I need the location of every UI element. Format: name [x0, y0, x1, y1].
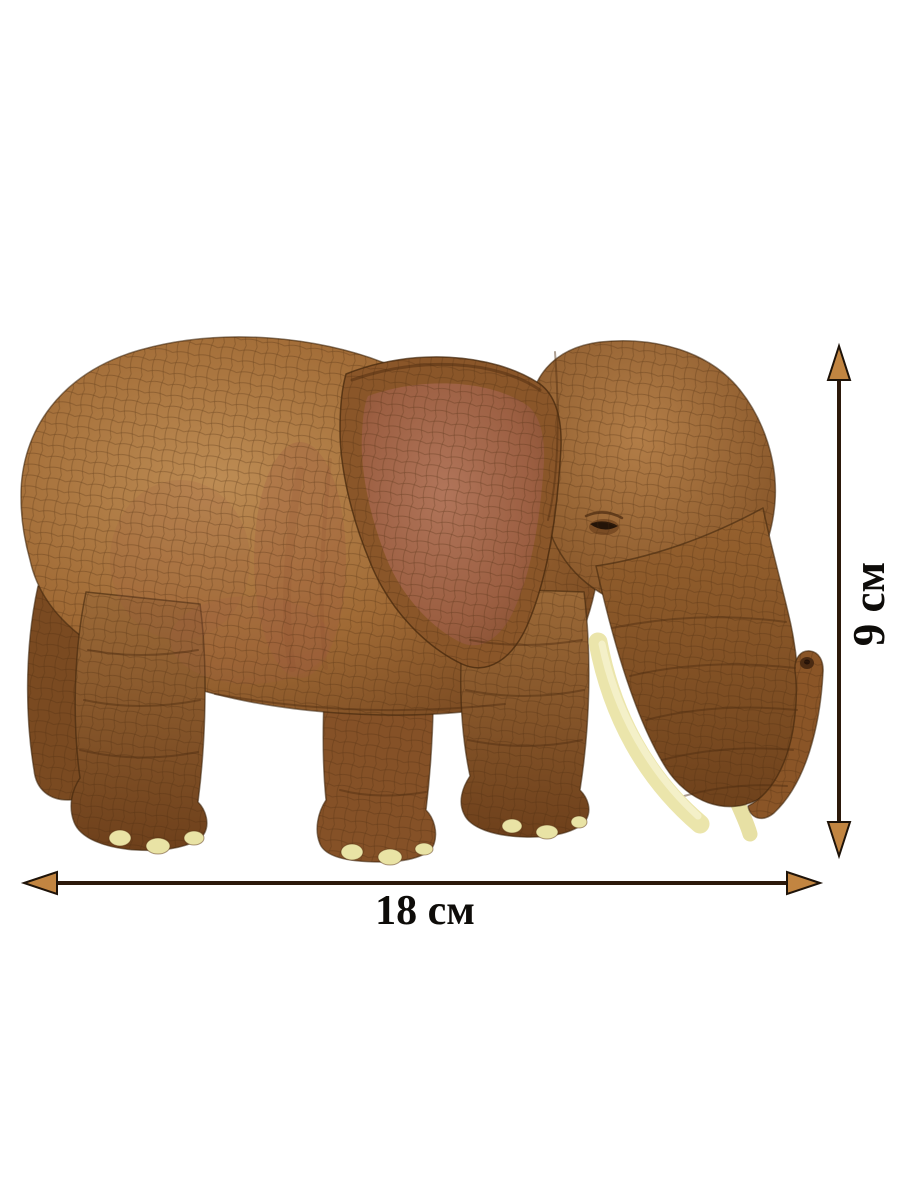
- elephant-toenails: [108, 815, 588, 866]
- width-dimension-arrow: [20, 870, 824, 896]
- width-dimension-label: 18 см: [375, 888, 475, 934]
- arrowhead-up-icon: [826, 342, 852, 381]
- elephant-tusk-near-highlight: [598, 640, 702, 820]
- arrowhead-left-icon: [20, 870, 58, 896]
- height-dimension-arrow: [826, 342, 852, 860]
- arrowhead-down-icon: [826, 821, 852, 860]
- elephant-texture-overlay: [20, 336, 824, 862]
- height-dimension-label: 9 см: [844, 561, 894, 647]
- elephant-figurine: [20, 336, 824, 866]
- arrowhead-right-icon: [786, 870, 824, 896]
- elephant-tusk-near: [588, 632, 710, 834]
